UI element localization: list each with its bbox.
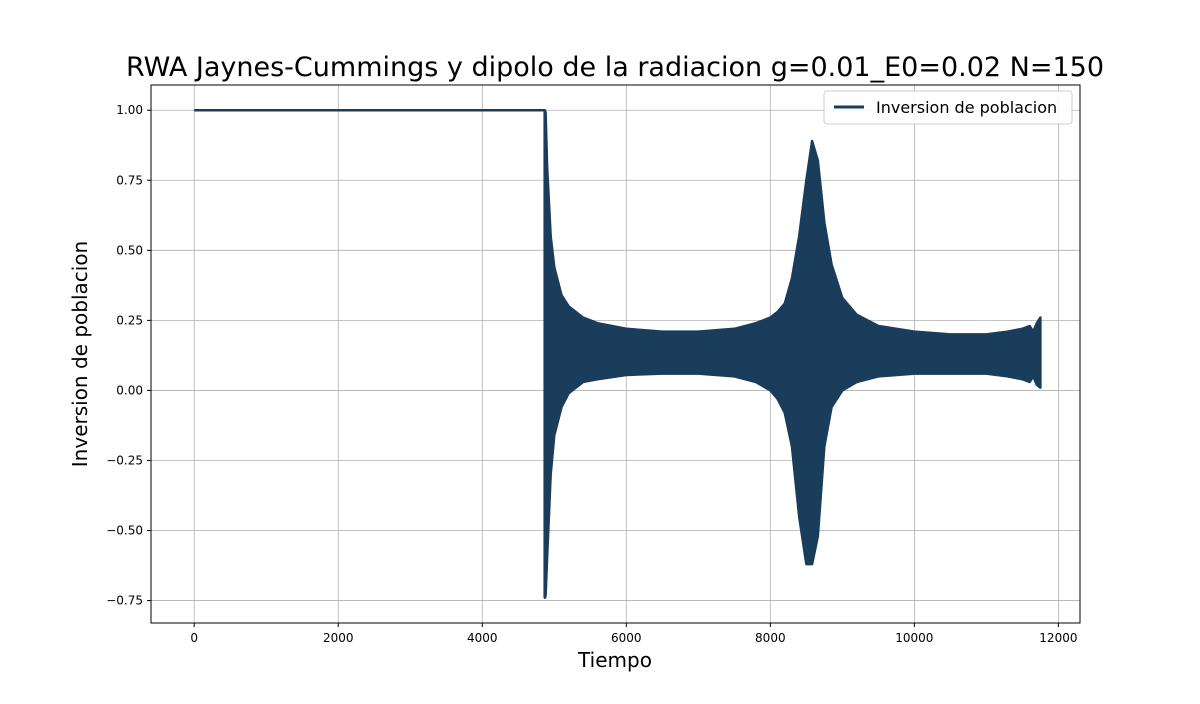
legend-label: Inversion de poblacion <box>876 98 1057 117</box>
y-tick-label: 0.75 <box>116 173 143 187</box>
x-tick-label: 12000 <box>1039 631 1077 645</box>
legend-box <box>823 90 1073 125</box>
grid <box>151 85 1080 623</box>
y-tick-label: 0.25 <box>116 313 143 327</box>
x-tick-label: 8000 <box>755 631 786 645</box>
x-tick-label: 2000 <box>323 631 354 645</box>
y-tick-label: 0.00 <box>116 383 143 397</box>
y-tick-label: −0.50 <box>106 524 143 538</box>
legend: Inversion de poblacion <box>823 90 1073 125</box>
x-tick-label: 0 <box>190 631 198 645</box>
x-tick-label: 4000 <box>467 631 498 645</box>
plot-frame <box>150 84 1081 624</box>
ticks: 0 2000 4000 6000 8000 10000 12000 −0.75 −0.50 −0.… <box>106 103 1077 645</box>
series-oscillation-band <box>543 108 1042 600</box>
chart-title: RWA Jaynes-Cummings y dipolo de la radia… <box>126 52 1104 83</box>
x-axis-label: Tiempo <box>577 648 652 672</box>
y-tick-label: 1.00 <box>116 103 143 117</box>
y-tick-label: −0.75 <box>106 594 143 608</box>
y-tick-label: 0.50 <box>116 243 143 257</box>
y-axis-label: Inversion de poblacion <box>68 241 92 467</box>
series-layer <box>194 108 1042 600</box>
y-tick-label: −0.25 <box>106 453 143 467</box>
x-tick-label: 6000 <box>611 631 642 645</box>
x-tick-label: 10000 <box>895 631 933 645</box>
